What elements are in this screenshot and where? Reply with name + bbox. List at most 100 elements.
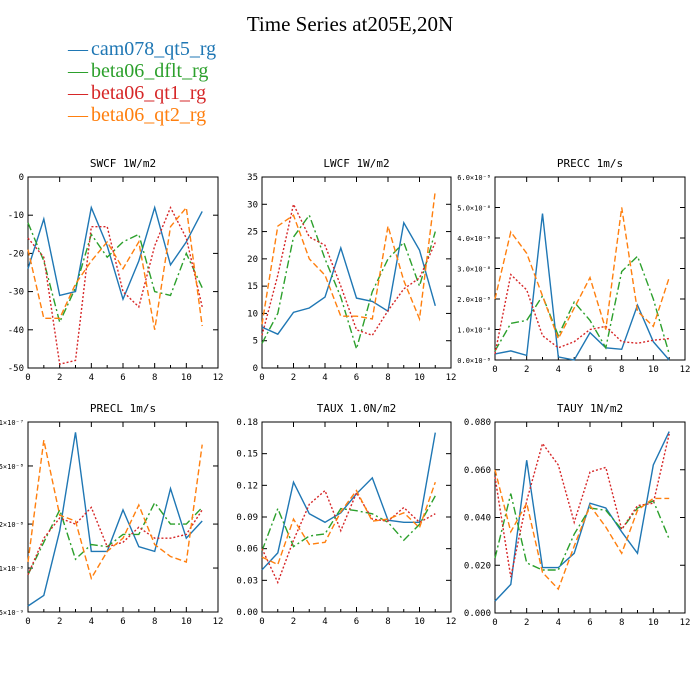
x-tick-label: 6 <box>120 617 125 627</box>
y-tick-label: 35 <box>247 173 258 183</box>
x-tick-label: 8 <box>619 618 624 628</box>
series-line-beta06_qt2_rg <box>494 207 670 341</box>
legend-dash-icon: — <box>68 60 88 82</box>
y-tick-label: 0.080 <box>464 418 491 428</box>
chart-panel: SWCF 1W/m2 0 2 4 6 8 10 12 -50 -40 -30 -20 -10 0 <box>8 157 224 383</box>
y-tick-label: -40 <box>8 326 24 336</box>
series-line-beta06_qt2_rg <box>27 440 203 581</box>
x-tick-label: 2 <box>57 617 62 627</box>
x-tick-label: 2 <box>57 373 62 383</box>
panel-title: PRECL 1m/s <box>90 402 156 415</box>
x-tick-label: 6 <box>587 365 592 375</box>
x-tick-label: 10 <box>414 373 425 383</box>
x-tick-label: 10 <box>414 617 425 627</box>
x-tick-label: 0 <box>25 617 30 627</box>
legend-label: beta06_qt2_rg <box>91 104 207 126</box>
y-tick-label: 0 <box>19 173 24 183</box>
y-tick-label: -30 <box>8 288 24 298</box>
y-tick-label: 2×10⁻⁸ <box>0 521 24 529</box>
x-tick-label: 8 <box>152 373 157 383</box>
x-tick-label: 2 <box>291 617 296 627</box>
series-line-beta06_qt1_rg <box>261 489 436 585</box>
legend-label: cam078_qt5_rg <box>91 38 217 60</box>
y-tick-label: -50 <box>8 364 24 374</box>
series-line-beta06_qt1_rg <box>27 205 203 366</box>
y-tick-label: 0.09 <box>236 513 258 523</box>
x-tick-label: 12 <box>680 365 691 375</box>
x-tick-label: 4 <box>556 618 561 628</box>
y-tick-label: 25 <box>247 228 258 238</box>
legend: — cam078_qt5_rg — beta06_dflt_rg — beta0… <box>68 38 216 126</box>
y-tick-label: 0.0×10⁻⁸ <box>457 357 491 365</box>
chart-panel: TAUY 1N/m2 0 2 4 6 8 10 12 0.000 0.020 0.040 0.060 0… <box>464 402 691 628</box>
legend-label: beta06_dflt_rg <box>91 60 209 82</box>
chart-panel: TAUX 1.0N/m2 0 2 4 6 8 10 12 0.00 0.03 0.06 0.09 0.1… <box>236 402 456 627</box>
legend-label: beta06_qt1_rg <box>91 82 207 104</box>
x-tick-label: 8 <box>385 617 390 627</box>
y-tick-label: 1.0×10⁻⁸ <box>457 327 491 335</box>
y-tick-label: 10 <box>247 309 258 319</box>
chart-panel: PRECL 1m/s 0 2 4 6 8 10 12 5×10⁻⁹ 1×10⁻⁸ 2×10⁻⁸ 5×1… <box>0 402 223 627</box>
y-tick-label: 5.0×10⁻⁸ <box>457 205 491 213</box>
y-tick-label: 20 <box>247 255 258 265</box>
legend-dash-icon: — <box>68 38 88 60</box>
legend-item: — beta06_qt2_rg <box>68 104 216 126</box>
legend-dash-icon: — <box>68 104 88 126</box>
y-tick-label: -10 <box>8 211 24 221</box>
y-tick-label: 0.18 <box>236 418 258 428</box>
x-tick-label: 8 <box>152 617 157 627</box>
legend-item: — beta06_dflt_rg <box>68 60 216 82</box>
x-tick-label: 0 <box>25 373 30 383</box>
x-tick-label: 0 <box>492 365 497 375</box>
x-tick-label: 2 <box>291 373 296 383</box>
plot-frame <box>494 421 686 614</box>
series-line-cam078_qt5_rg <box>27 432 203 607</box>
x-tick-label: 0 <box>259 373 264 383</box>
panel-title: TAUX 1.0N/m2 <box>317 402 396 415</box>
series-line-cam078_qt5_rg <box>494 431 670 602</box>
y-tick-label: 0.06 <box>236 545 258 555</box>
x-tick-label: 4 <box>322 617 327 627</box>
series-line-cam078_qt5_rg <box>261 220 436 336</box>
x-tick-label: 12 <box>213 617 224 627</box>
x-tick-label: 6 <box>587 618 592 628</box>
x-tick-label: 8 <box>385 373 390 383</box>
series-line-beta06_qt1_rg <box>494 433 670 578</box>
x-tick-label: 0 <box>492 618 497 628</box>
figure-title: Time Series at205E,20N <box>246 12 454 36</box>
x-tick-label: 10 <box>181 373 192 383</box>
panel-title: LWCF 1W/m2 <box>323 157 389 170</box>
legend-dash-icon: — <box>68 82 88 104</box>
x-tick-label: 6 <box>354 373 359 383</box>
x-tick-label: 4 <box>89 373 94 383</box>
x-tick-label: 10 <box>648 618 659 628</box>
y-tick-label: 5×10⁻⁹ <box>0 609 24 617</box>
series-line-beta06_qt2_rg <box>261 190 436 325</box>
legend-item: — cam078_qt5_rg <box>68 38 216 60</box>
x-tick-label: 4 <box>89 617 94 627</box>
x-tick-label: 6 <box>354 617 359 627</box>
x-tick-label: 12 <box>446 373 457 383</box>
x-tick-label: 8 <box>619 365 624 375</box>
x-tick-label: 12 <box>680 618 691 628</box>
y-tick-label: 5 <box>253 337 258 347</box>
panel-title: SWCF 1W/m2 <box>90 157 156 170</box>
y-tick-label: 5×10⁻⁸ <box>0 463 24 471</box>
plot-frame <box>27 176 219 369</box>
y-tick-label: 4.0×10⁻⁸ <box>457 235 491 243</box>
chart-panel: PRECC 1m/s 0 2 4 6 8 10 12 0.0×10⁻⁸ 1.0×10⁻⁸ 2.0×1… <box>457 157 690 375</box>
panel-title: TAUY 1N/m2 <box>557 402 623 415</box>
y-tick-label: 0.020 <box>464 561 491 571</box>
y-tick-label: -20 <box>8 249 24 259</box>
x-tick-label: 4 <box>556 365 561 375</box>
y-tick-label: 1×10⁻⁸ <box>0 565 24 573</box>
series-line-beta06_dflt_rg <box>261 495 436 552</box>
series-line-cam078_qt5_rg <box>27 205 203 302</box>
series-line-beta06_dflt_rg <box>27 222 203 325</box>
y-tick-label: 0.000 <box>464 609 491 619</box>
y-tick-label: 0.12 <box>236 481 258 491</box>
series-line-beta06_qt2_rg <box>494 469 670 591</box>
y-tick-label: 0.03 <box>236 576 258 586</box>
series-line-beta06_dflt_rg <box>494 493 670 571</box>
